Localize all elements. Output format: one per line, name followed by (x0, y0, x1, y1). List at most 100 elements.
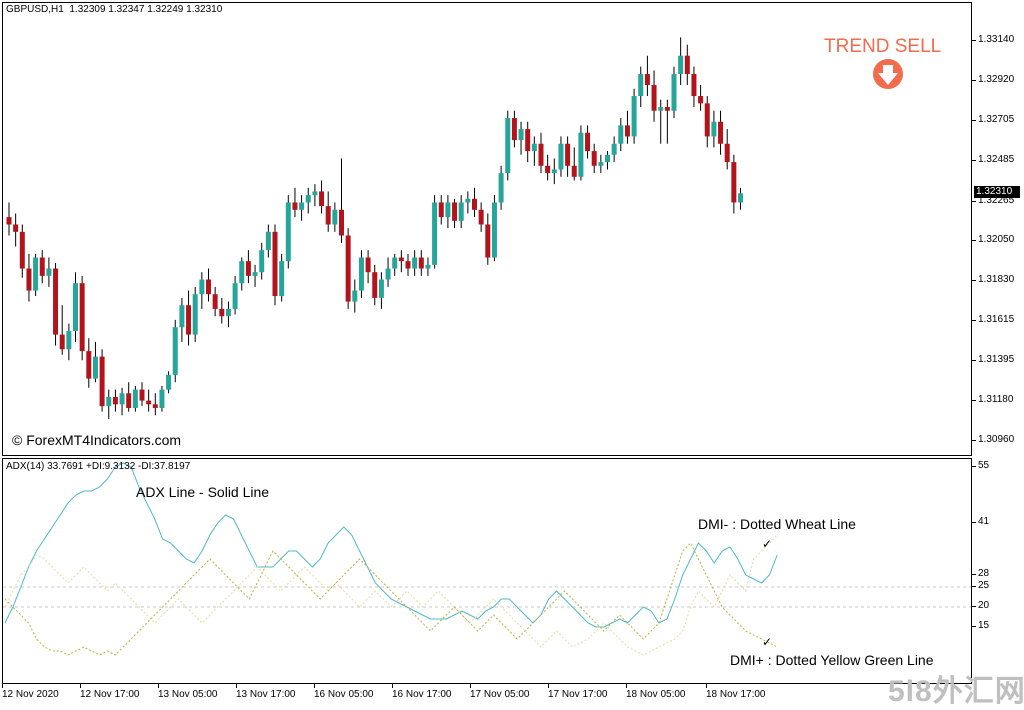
site-logo: 5l8外汇网 (888, 675, 1024, 708)
candle (378, 272, 384, 309)
candle (312, 184, 318, 207)
candle (365, 250, 371, 284)
candle (172, 319, 178, 383)
time-tick-label: 12 Nov 17:00 (80, 689, 140, 700)
time-tick-mark (236, 684, 237, 688)
candle (385, 257, 391, 287)
candle (678, 37, 684, 86)
candle (418, 250, 424, 276)
price-tick-mark (972, 399, 976, 401)
candle (279, 253, 285, 302)
indicator-tick-mark (972, 574, 976, 575)
adx-chart[interactable] (3, 459, 971, 683)
candle (292, 187, 298, 218)
current-price-tag: 1.32310 (974, 186, 1020, 199)
time-tick-mark (2, 684, 3, 688)
price-tick-label: 1.31830 (978, 274, 1015, 286)
candle (571, 147, 577, 181)
candle (605, 151, 610, 170)
candle (372, 264, 378, 306)
candle (73, 272, 78, 342)
candle (92, 341, 98, 383)
candle (731, 154, 737, 214)
check-icon: ✓ (762, 635, 773, 649)
time-tick-mark (706, 684, 707, 688)
candle (458, 195, 464, 229)
candle (345, 228, 351, 309)
candle (565, 136, 571, 177)
candle (691, 66, 697, 108)
candle (465, 191, 471, 214)
candle (738, 187, 743, 210)
adx-indicator-pane[interactable] (2, 458, 972, 684)
candle (644, 55, 650, 97)
candle (332, 202, 338, 232)
indicator-tick-label: 55 (978, 460, 990, 471)
candle (671, 66, 677, 119)
time-tick-label: 18 Nov 05:00 (626, 689, 686, 700)
candle (651, 70, 657, 122)
dmi--line (4, 542, 778, 656)
candle (392, 253, 398, 276)
price-tick-label: 1.32920 (978, 74, 1015, 86)
indicator-tick-mark (972, 586, 976, 587)
price-tick-label: 1.31615 (978, 313, 1015, 325)
price-tick-label: 1.32050 (978, 234, 1015, 245)
indicator-tick-mark (972, 522, 976, 523)
candle (299, 195, 305, 221)
candle (305, 187, 311, 214)
candle (591, 143, 597, 174)
indicator-tick-label: 41 (978, 516, 990, 527)
candle (166, 371, 172, 394)
price-tick-mark (972, 200, 976, 202)
candle (186, 290, 192, 346)
candle (79, 275, 85, 361)
indicator-tick-mark (972, 606, 976, 607)
candle (558, 136, 564, 177)
candle (339, 158, 344, 243)
candle (438, 195, 444, 225)
candle (225, 301, 231, 328)
candle (511, 110, 517, 148)
time-tick-label: 16 Nov 05:00 (314, 689, 374, 700)
candle (624, 110, 630, 144)
time-tick-mark (470, 684, 471, 688)
candle (405, 253, 411, 276)
candle (598, 154, 604, 174)
candle (704, 96, 710, 148)
candle (33, 253, 39, 297)
price-tick-mark (972, 119, 976, 121)
candle (66, 323, 72, 361)
time-tick-label: 16 Nov 17:00 (392, 689, 452, 700)
candle (272, 224, 278, 306)
candle (106, 389, 112, 419)
candlestick-chart[interactable] (3, 3, 971, 455)
chart-symbol-label: GBPUSD,H1 1.32309 1.32347 1.32249 1.3231… (6, 4, 222, 15)
candle (425, 257, 431, 276)
candle (525, 121, 531, 163)
candle (159, 385, 165, 412)
candle (6, 202, 12, 236)
check-icon: ✓ (762, 537, 773, 551)
adx-line (4, 462, 778, 628)
candle (578, 125, 584, 181)
time-tick-label: 12 Nov 2020 (2, 689, 59, 700)
candle (664, 99, 670, 144)
price-chart-pane[interactable] (2, 2, 972, 456)
indicator-tick-mark (972, 626, 976, 627)
price-tick-mark (972, 280, 976, 282)
time-tick-mark (80, 684, 81, 688)
price-tick-label: 1.32485 (978, 154, 1015, 166)
candle (219, 297, 225, 324)
candle (199, 272, 205, 309)
candle (445, 195, 451, 229)
time-tick-label: 17 Nov 05:00 (470, 689, 530, 700)
candle (19, 224, 25, 278)
time-tick-label: 18 Nov 17:00 (706, 689, 766, 700)
candle (698, 85, 704, 111)
candle (212, 286, 218, 317)
candle (192, 286, 198, 342)
candle (585, 125, 591, 159)
candle (498, 165, 504, 210)
price-tick-mark (972, 160, 976, 162)
